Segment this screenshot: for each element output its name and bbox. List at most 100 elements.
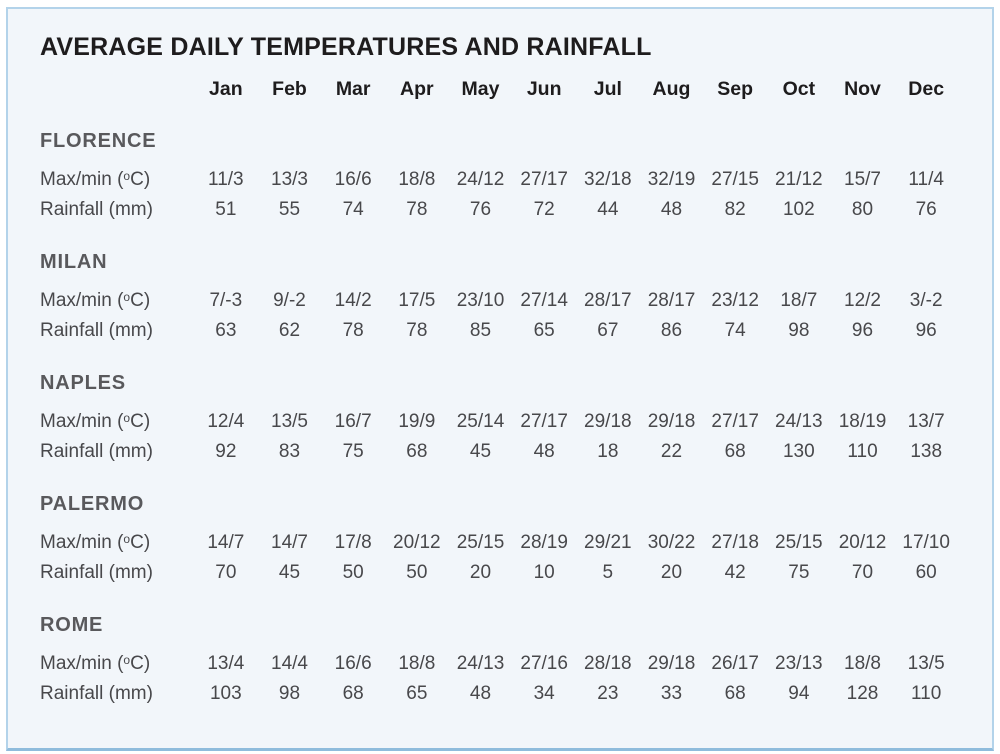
rain-cell: 65: [406, 683, 428, 704]
rain-cell: 55: [278, 199, 301, 220]
city-name-florence: FLORENCE: [40, 130, 157, 152]
month-header: Feb: [272, 78, 307, 100]
rain-cell: 78: [342, 320, 364, 341]
temp-label-unit: C): [130, 532, 151, 553]
city-name-palermo: PALERMO: [40, 493, 145, 515]
rain-cell: 96: [851, 320, 874, 341]
temp-row-milan: Max/min (oC) 7/-3 9/-2 14/2 17/5 23/10 2…: [38, 282, 958, 316]
temp-cell: 14/4: [271, 653, 308, 674]
month-header: Oct: [782, 78, 816, 100]
rain-cell: 138: [910, 441, 943, 462]
temp-cell: 17/10: [902, 532, 950, 553]
temp-cell: 25/15: [456, 532, 505, 553]
rain-cell: 102: [782, 199, 815, 220]
temp-cell: 29/18: [584, 411, 632, 432]
temp-cell: 21/12: [775, 169, 823, 190]
rain-cell: 68: [406, 441, 428, 462]
temp-cell: 20/12: [393, 532, 441, 553]
degree-symbol: o: [123, 411, 131, 425]
temp-cell: 24/13: [775, 411, 823, 432]
temp-cell: 23/10: [456, 290, 505, 311]
temp-cell: 18/8: [398, 169, 436, 190]
temp-cell: 24/13: [456, 653, 505, 674]
rain-cell: 83: [278, 441, 301, 462]
temp-cell: 20/12: [838, 532, 887, 553]
row-label-rain: Rainfall (mm): [40, 562, 153, 583]
temp-cell: 27/18: [711, 532, 759, 553]
rain-cell: 67: [597, 320, 619, 341]
month-header: Jul: [593, 78, 622, 100]
temp-row-palermo: Max/min (oC) 14/7 14/7 17/8 20/12 25/15 …: [38, 524, 958, 558]
rain-cell: 60: [915, 562, 937, 583]
temp-cell: 32/19: [647, 169, 696, 190]
temp-cell: 13/7: [907, 411, 945, 432]
rain-cell: 48: [660, 199, 683, 220]
row-label-temp: Max/min (oC): [38, 282, 194, 316]
rain-cell: 20: [469, 562, 492, 583]
temp-cell: 27/17: [520, 411, 568, 432]
temp-cell: 19/9: [398, 411, 436, 432]
temp-cell: 27/15: [711, 169, 759, 190]
rain-cell: 72: [533, 199, 555, 220]
rain-cell: 70: [215, 562, 237, 583]
rain-cell: 22: [660, 441, 683, 462]
temp-cell: 18/7: [780, 290, 818, 311]
rain-cell: 78: [406, 199, 428, 220]
month-header: Dec: [908, 78, 945, 100]
rain-cell: 92: [215, 441, 237, 462]
temp-cell: 29/21: [584, 532, 632, 553]
row-label-temp: Max/min (oC): [38, 403, 194, 437]
temp-cell: 23/12: [711, 290, 759, 311]
rain-row-milan: Rainfall (mm) 63 62 78 78 85 65 67 86 74…: [38, 316, 958, 346]
rain-cell: 42: [724, 562, 746, 583]
row-label-temp: Max/min (oC): [38, 524, 194, 558]
temp-cell: 14/7: [207, 532, 245, 553]
temp-row-naples: Max/min (oC) 12/4 13/5 16/7 19/9 25/14 2…: [38, 403, 958, 437]
temp-cell: 27/17: [520, 169, 568, 190]
page-title: AVERAGE DAILY TEMPERATURES AND RAINFALL: [40, 33, 652, 61]
rain-cell: 68: [724, 441, 746, 462]
rain-cell: 48: [469, 683, 492, 704]
month-header: Jun: [526, 78, 562, 100]
temp-cell: 14/7: [271, 532, 308, 553]
rain-cell: 110: [911, 683, 942, 704]
temp-cell: 13/5: [907, 653, 945, 674]
temp-cell: 26/17: [711, 653, 759, 674]
rain-cell: 65: [533, 320, 555, 341]
rain-row-florence: Rainfall (mm) 51 55 74 78 76 72 44 48 82…: [38, 195, 958, 225]
month-header-row: Jan Feb Mar Apr May Jun Jul Aug Sep Oct …: [38, 74, 958, 104]
rain-cell: 94: [788, 683, 810, 704]
rain-cell: 20: [660, 562, 683, 583]
rain-cell: 50: [406, 562, 428, 583]
rain-cell: 33: [660, 683, 683, 704]
rain-cell: 103: [209, 683, 242, 704]
temp-cell: 28/17: [584, 290, 632, 311]
rain-cell: 96: [915, 320, 937, 341]
row-label-rain: Rainfall (mm): [40, 199, 153, 220]
rain-cell: 23: [597, 683, 619, 704]
rain-cell: 68: [342, 683, 364, 704]
degree-symbol: o: [123, 169, 131, 183]
temp-cell: 14/2: [334, 290, 372, 311]
temp-cell: 30/22: [647, 532, 696, 553]
city-name-milan: MILAN: [40, 251, 108, 273]
rain-cell: 63: [215, 320, 237, 341]
rain-cell: 34: [533, 683, 555, 704]
rain-cell: 62: [278, 320, 301, 341]
rain-cell: 45: [278, 562, 301, 583]
row-label-temp: Max/min (oC): [38, 645, 194, 679]
row-label-rain: Rainfall (mm): [40, 320, 153, 341]
month-header: Apr: [400, 78, 434, 100]
temp-cell: 27/17: [711, 411, 759, 432]
rain-cell: 10: [533, 562, 555, 583]
temp-cell: 27/14: [520, 290, 568, 311]
degree-symbol: o: [123, 290, 131, 304]
rain-cell: 5: [602, 562, 614, 583]
temp-cell: 13/5: [271, 411, 308, 432]
rain-row-naples: Rainfall (mm) 92 83 75 68 45 48 18 22 68…: [38, 437, 958, 467]
rain-cell: 50: [342, 562, 364, 583]
rain-cell: 76: [915, 199, 937, 220]
city-name-rome: ROME: [40, 614, 104, 636]
temp-cell: 11/3: [208, 169, 244, 190]
rain-cell: 18: [597, 441, 619, 462]
